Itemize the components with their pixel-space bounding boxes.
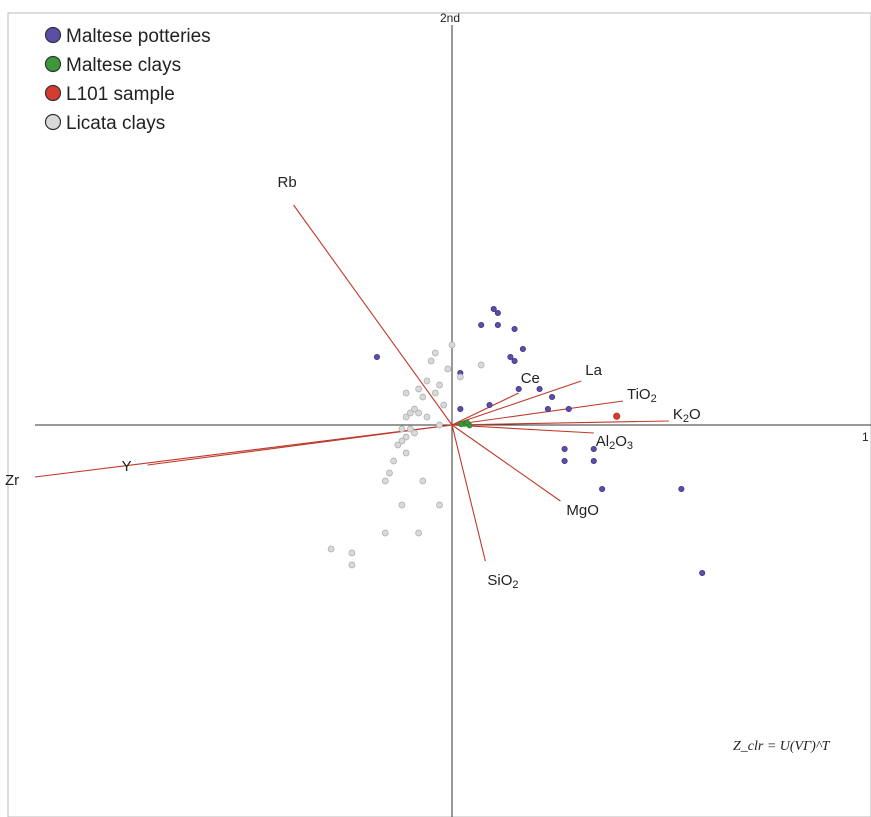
- point-maltese-potteries: [495, 310, 500, 315]
- point-licata-clays: [382, 478, 388, 484]
- point-licata-clays: [399, 426, 405, 432]
- point-licata-clays: [416, 530, 422, 536]
- point-licata-clays: [382, 530, 388, 536]
- point-licata-clays: [432, 390, 438, 396]
- point-maltese-potteries: [549, 394, 554, 399]
- point-licata-clays: [436, 502, 442, 508]
- vector-label-rb: Rb: [278, 174, 297, 191]
- point-licata-clays: [441, 402, 447, 408]
- point-licata-clays: [478, 362, 484, 368]
- point-licata-clays: [420, 478, 426, 484]
- point-licata-clays: [416, 410, 422, 416]
- point-maltese-potteries: [495, 322, 500, 327]
- point-licata-clays: [403, 414, 409, 420]
- legend-marker-maltese-potteries: [46, 28, 61, 43]
- point-maltese-potteries: [679, 486, 684, 491]
- legend-label-licata-clays: Licata clays: [66, 113, 165, 134]
- point-licata-clays: [428, 358, 434, 364]
- point-licata-clays: [399, 502, 405, 508]
- point-maltese-potteries: [700, 570, 705, 575]
- point-licata-clays: [411, 430, 417, 436]
- formula-annotation: Z_clr = U(VΓ)^T: [733, 739, 831, 754]
- legend-label-l101-sample: L101 sample: [66, 84, 175, 105]
- vector-label-y: Y: [122, 458, 132, 475]
- point-maltese-potteries: [545, 406, 550, 411]
- point-maltese-potteries: [599, 486, 604, 491]
- point-maltese-potteries: [562, 446, 567, 451]
- point-licata-clays: [349, 562, 355, 568]
- point-maltese-potteries: [512, 326, 517, 331]
- legend-marker-l101-sample: [46, 86, 61, 101]
- point-maltese-potteries: [566, 406, 571, 411]
- point-licata-clays: [424, 414, 430, 420]
- point-licata-clays: [449, 342, 455, 348]
- point-maltese-clays: [464, 420, 469, 425]
- point-licata-clays: [386, 470, 392, 476]
- point-licata-clays: [436, 422, 442, 428]
- point-maltese-potteries: [478, 322, 483, 327]
- point-maltese-potteries: [516, 386, 521, 391]
- point-licata-clays: [424, 378, 430, 384]
- x-axis-end-label: 1: [862, 430, 869, 444]
- point-licata-clays: [328, 546, 334, 552]
- point-maltese-potteries: [537, 386, 542, 391]
- vector-label-la: La: [585, 362, 602, 379]
- point-maltese-clays: [459, 422, 464, 427]
- point-maltese-potteries: [520, 346, 525, 351]
- point-licata-clays: [391, 458, 397, 464]
- legend-marker-maltese-clays: [46, 57, 61, 72]
- vector-label-mgo: MgO: [566, 502, 599, 519]
- point-licata-clays: [457, 374, 463, 380]
- point-licata-clays: [432, 350, 438, 356]
- point-maltese-potteries: [562, 458, 567, 463]
- point-maltese-potteries: [591, 458, 596, 463]
- point-licata-clays: [395, 442, 401, 448]
- point-maltese-potteries: [487, 402, 492, 407]
- y-axis-end-label: 2nd: [440, 11, 460, 25]
- point-l101-sample: [614, 413, 620, 419]
- point-licata-clays: [416, 386, 422, 392]
- point-maltese-potteries: [374, 354, 379, 359]
- point-licata-clays: [403, 450, 409, 456]
- legend-marker-licata-clays: [46, 115, 61, 130]
- point-licata-clays: [436, 382, 442, 388]
- point-licata-clays: [420, 394, 426, 400]
- point-maltese-potteries: [458, 406, 463, 411]
- vector-label-zr: Zr: [5, 472, 19, 489]
- vector-label-ce: Ce: [521, 370, 540, 387]
- point-licata-clays: [403, 390, 409, 396]
- point-maltese-potteries: [512, 358, 517, 363]
- legend-label-maltese-clays: Maltese clays: [66, 55, 181, 76]
- legend-label-maltese-potteries: Maltese potteries: [66, 26, 211, 47]
- point-licata-clays: [349, 550, 355, 556]
- point-licata-clays: [445, 366, 451, 372]
- point-maltese-potteries: [508, 354, 513, 359]
- point-maltese-potteries: [491, 306, 496, 311]
